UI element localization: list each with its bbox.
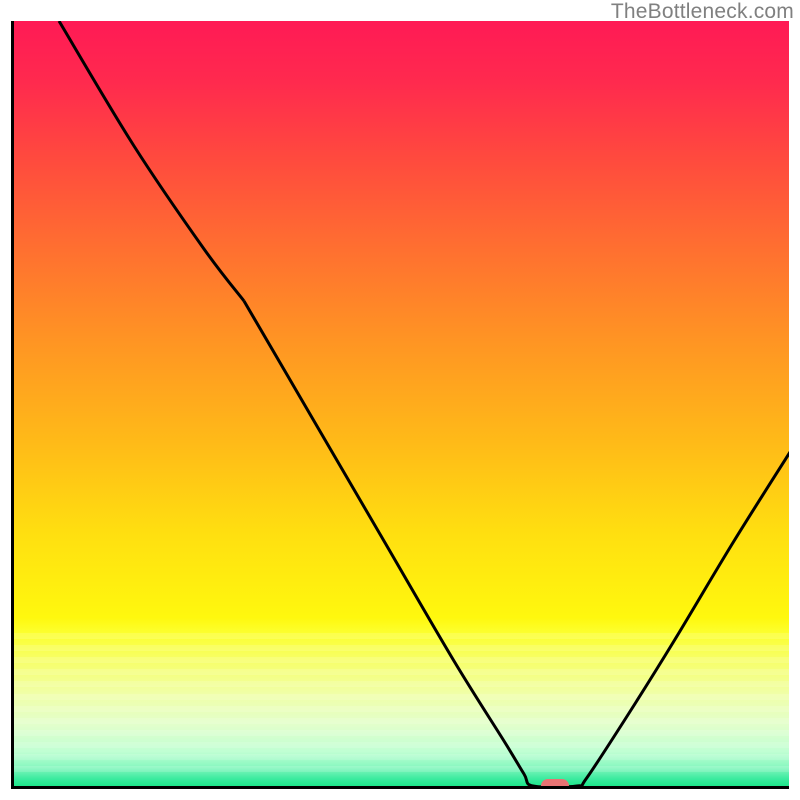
chart-frame: TheBottleneck.com bbox=[0, 0, 800, 800]
bottleneck-curve bbox=[14, 21, 789, 786]
watermark-text: TheBottleneck.com bbox=[611, 0, 794, 24]
min-marker bbox=[541, 779, 569, 789]
plot-area bbox=[11, 21, 789, 789]
